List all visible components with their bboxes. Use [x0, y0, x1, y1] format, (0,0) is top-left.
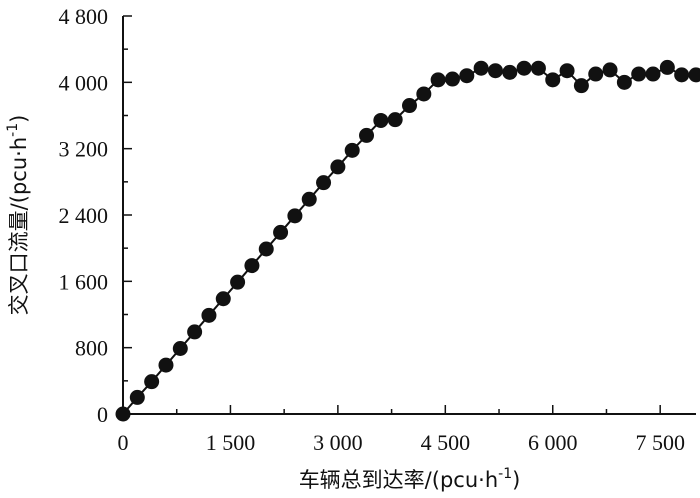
- data-point: [316, 175, 332, 191]
- y-tick-label: 0: [97, 402, 108, 427]
- data-point: [416, 86, 432, 102]
- x-tick-label: 1 500: [206, 430, 256, 455]
- data-point: [616, 74, 632, 90]
- data-point: [359, 127, 375, 143]
- data-point: [330, 159, 346, 175]
- y-tick-label: 3 200: [59, 137, 109, 162]
- data-point: [387, 112, 403, 128]
- data-point: [631, 66, 647, 82]
- data-point: [487, 63, 503, 79]
- data-point: [473, 60, 489, 76]
- data-points: [115, 59, 700, 422]
- x-tick-label: 3 000: [313, 430, 363, 455]
- data-point: [344, 142, 360, 158]
- data-point: [530, 60, 546, 76]
- x-tick-label: 6 000: [528, 430, 578, 455]
- x-ticks: 0 1 500 3 000 4 500 6 000 7 500: [118, 405, 685, 455]
- y-axis-title: 交叉口流量/(pcu·h-1): [5, 115, 31, 316]
- series-line: [122, 66, 696, 415]
- data-point: [573, 78, 589, 94]
- data-point: [201, 307, 217, 323]
- data-point: [659, 59, 675, 75]
- data-point: [187, 324, 203, 340]
- x-axis-title: 车辆总到达率/(pcu·h-1): [299, 466, 521, 492]
- data-point: [688, 67, 700, 83]
- data-point: [459, 68, 475, 84]
- data-point: [158, 357, 174, 373]
- data-point: [430, 72, 446, 88]
- data-point: [444, 71, 460, 87]
- data-point: [287, 208, 303, 224]
- x-tick-label: 7 500: [635, 430, 685, 455]
- data-point: [502, 64, 518, 80]
- data-point: [674, 67, 690, 83]
- data-point: [301, 191, 317, 207]
- data-point: [545, 72, 561, 88]
- x-tick-label: 4 500: [421, 430, 471, 455]
- data-point: [373, 112, 389, 128]
- data-point: [258, 241, 274, 257]
- data-point: [645, 66, 661, 82]
- data-point: [230, 274, 246, 290]
- y-tick-label: 1 600: [59, 269, 109, 294]
- y-tick-label: 4 800: [59, 4, 109, 29]
- y-tick-label: 2 400: [59, 203, 109, 228]
- y-tick-label: 800: [75, 336, 108, 361]
- y-tick-label: 4 000: [59, 70, 109, 95]
- data-point: [215, 291, 231, 307]
- data-point: [129, 389, 145, 405]
- data-point: [244, 258, 260, 274]
- data-point: [516, 60, 532, 76]
- y-ticks: 0 800 1 600 2 400 3 200 4 000 4 800: [59, 4, 132, 427]
- data-point: [402, 98, 417, 114]
- data-point: [172, 340, 188, 356]
- data-point: [602, 62, 618, 78]
- data-point: [144, 374, 160, 390]
- data-point: [559, 63, 575, 79]
- data-point: [115, 406, 131, 422]
- x-tick-label: 0: [118, 430, 129, 455]
- data-point: [273, 224, 289, 240]
- data-point: [588, 66, 604, 82]
